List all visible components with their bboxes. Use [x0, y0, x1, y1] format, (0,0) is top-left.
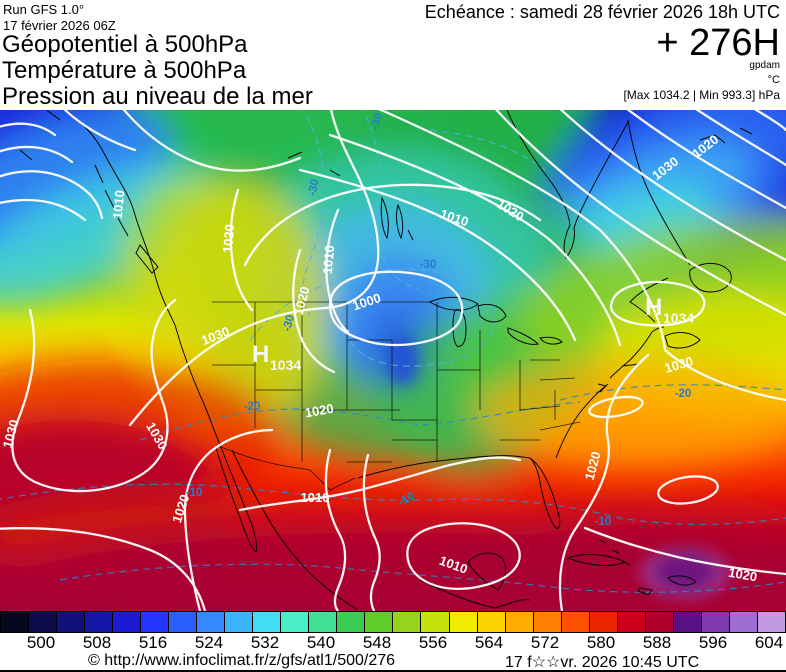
color-scale-cell [672, 611, 702, 633]
isotherm-value-label: -20 [675, 388, 692, 400]
high-pressure-symbol: H [252, 341, 269, 368]
title-temperature: Température à 500hPa [2, 57, 247, 84]
color-scale-tick: 524 [194, 633, 224, 652]
run-model-label: Run GFS 1.0° [3, 2, 85, 17]
color-scale-tick: 548 [362, 633, 392, 652]
title-geopotential: Géopotentiel à 500hPa [2, 31, 248, 58]
isotherm-value-label: -30 [369, 112, 385, 131]
color-scale-cell [84, 611, 114, 633]
weather-map: 1020 1030 1010 1020 1010 1000 1020 1030 1020 1030… [0, 110, 786, 611]
isobar-value-label: 1010 [301, 490, 330, 505]
run-date-label: 17 février 2026 06Z [3, 18, 116, 33]
color-scale-cell [112, 611, 142, 633]
color-scale-tick: 596 [698, 633, 728, 652]
isobar-value-label: 1020 [582, 450, 604, 482]
isobar-value-label: 1030 [0, 418, 22, 450]
minmax-pressure-label: [Max 1034.2 | Min 993.3] hPa [623, 88, 780, 102]
isotherm-value-label: -10 [186, 487, 203, 499]
high-pressure-value: 1034 [270, 357, 301, 373]
forecast-hour-label: + 276H [656, 22, 780, 64]
unit-gpdam-label: gpdam [749, 60, 780, 71]
copyright-url[interactable]: © http://www.infoclimat.fr/z/gfs/atl1/50… [88, 652, 396, 669]
isobar-value-label: 1010 [320, 245, 337, 275]
isotherm-value-label: -20 [244, 401, 261, 413]
temperature-field-details [384, 334, 731, 599]
color-scale-cell [616, 611, 646, 633]
title-pressure: Pression au niveau de la mer [2, 83, 313, 110]
color-scale-tick: 556 [418, 633, 448, 652]
color-scale [0, 611, 786, 633]
color-scale-tick: 588 [642, 633, 672, 652]
color-scale-cell [168, 611, 198, 633]
color-scale-cell [196, 611, 226, 633]
isobar-value-label: 1020 [220, 224, 237, 254]
color-scale-tick: 564 [474, 633, 504, 652]
color-scale-cell [336, 611, 366, 633]
unit-celsius-label: °C [767, 74, 780, 86]
isotherm-value-label: -10 [595, 516, 612, 528]
isobar-value-label: 1020 [291, 285, 313, 317]
isotherm-lines [0, 110, 786, 593]
color-scale-tick: 604 [754, 633, 784, 652]
isotherm-value-label: -30 [281, 314, 297, 333]
high-pressure-value: 1034 [663, 310, 694, 326]
color-scale-tick: 516 [138, 633, 168, 652]
color-scale-cell [504, 611, 534, 633]
color-scale-cell [28, 611, 58, 633]
color-scale-cell [448, 611, 478, 633]
color-scale-tick: 540 [306, 633, 336, 652]
isotherm-value-label: -30 [307, 178, 322, 196]
pressure-contours [0, 110, 786, 611]
generation-timestamp: 17 f☆☆vr. 2026 10:45 UTC [505, 654, 700, 671]
color-scale-tick: 572 [530, 633, 560, 652]
color-scale-tick: 500 [26, 633, 56, 652]
color-scale-cell [392, 611, 422, 633]
color-scale-cell [308, 611, 338, 633]
footer: © http://www.infoclimat.fr/z/gfs/atl1/50… [0, 651, 786, 671]
header: Run GFS 1.0° 17 février 2026 06Z Géopote… [0, 0, 786, 110]
isobar-value-label: 1020 [727, 565, 758, 585]
color-scale-tick: 508 [82, 633, 112, 652]
color-scale-cell [560, 611, 590, 633]
color-scale-cell [224, 611, 254, 633]
color-scale-tick: 532 [250, 633, 280, 652]
color-scale-cell [420, 611, 450, 633]
coastlines [19, 110, 753, 611]
color-scale-cell [756, 611, 786, 633]
isobar-value-label: 1010 [110, 190, 127, 220]
color-scale-cell [0, 611, 30, 633]
color-scale-cell [364, 611, 394, 633]
color-scale-cell [588, 611, 618, 633]
valid-time-label: Echéance : samedi 28 février 2026 18h UT… [424, 2, 780, 22]
color-scale-cell [728, 611, 758, 633]
color-scale-cell [532, 611, 562, 633]
color-scale-cell [280, 611, 310, 633]
high-pressure-symbol: H [645, 294, 662, 321]
state-borders [212, 301, 581, 491]
color-scale-cell [140, 611, 170, 633]
color-scale-cell [476, 611, 506, 633]
isotherm-value-label: -30 [420, 259, 437, 271]
color-scale-cell [700, 611, 730, 633]
map-title: Géopotentiel à 500hPa Température à 500h… [2, 32, 313, 110]
isobar-value-label: 1020 [304, 401, 335, 421]
color-scale-cell [644, 611, 674, 633]
color-scale-tick: 580 [586, 633, 616, 652]
color-scale-cell [56, 611, 86, 633]
temperature-label-layer: -30-30-30-30-20-20-10 -10-10 [186, 112, 692, 528]
color-scale-ticks: 500 508 516 524 532 540 548 556 564 572 580 588 596 6… [0, 633, 786, 652]
color-scale-cell [252, 611, 282, 633]
